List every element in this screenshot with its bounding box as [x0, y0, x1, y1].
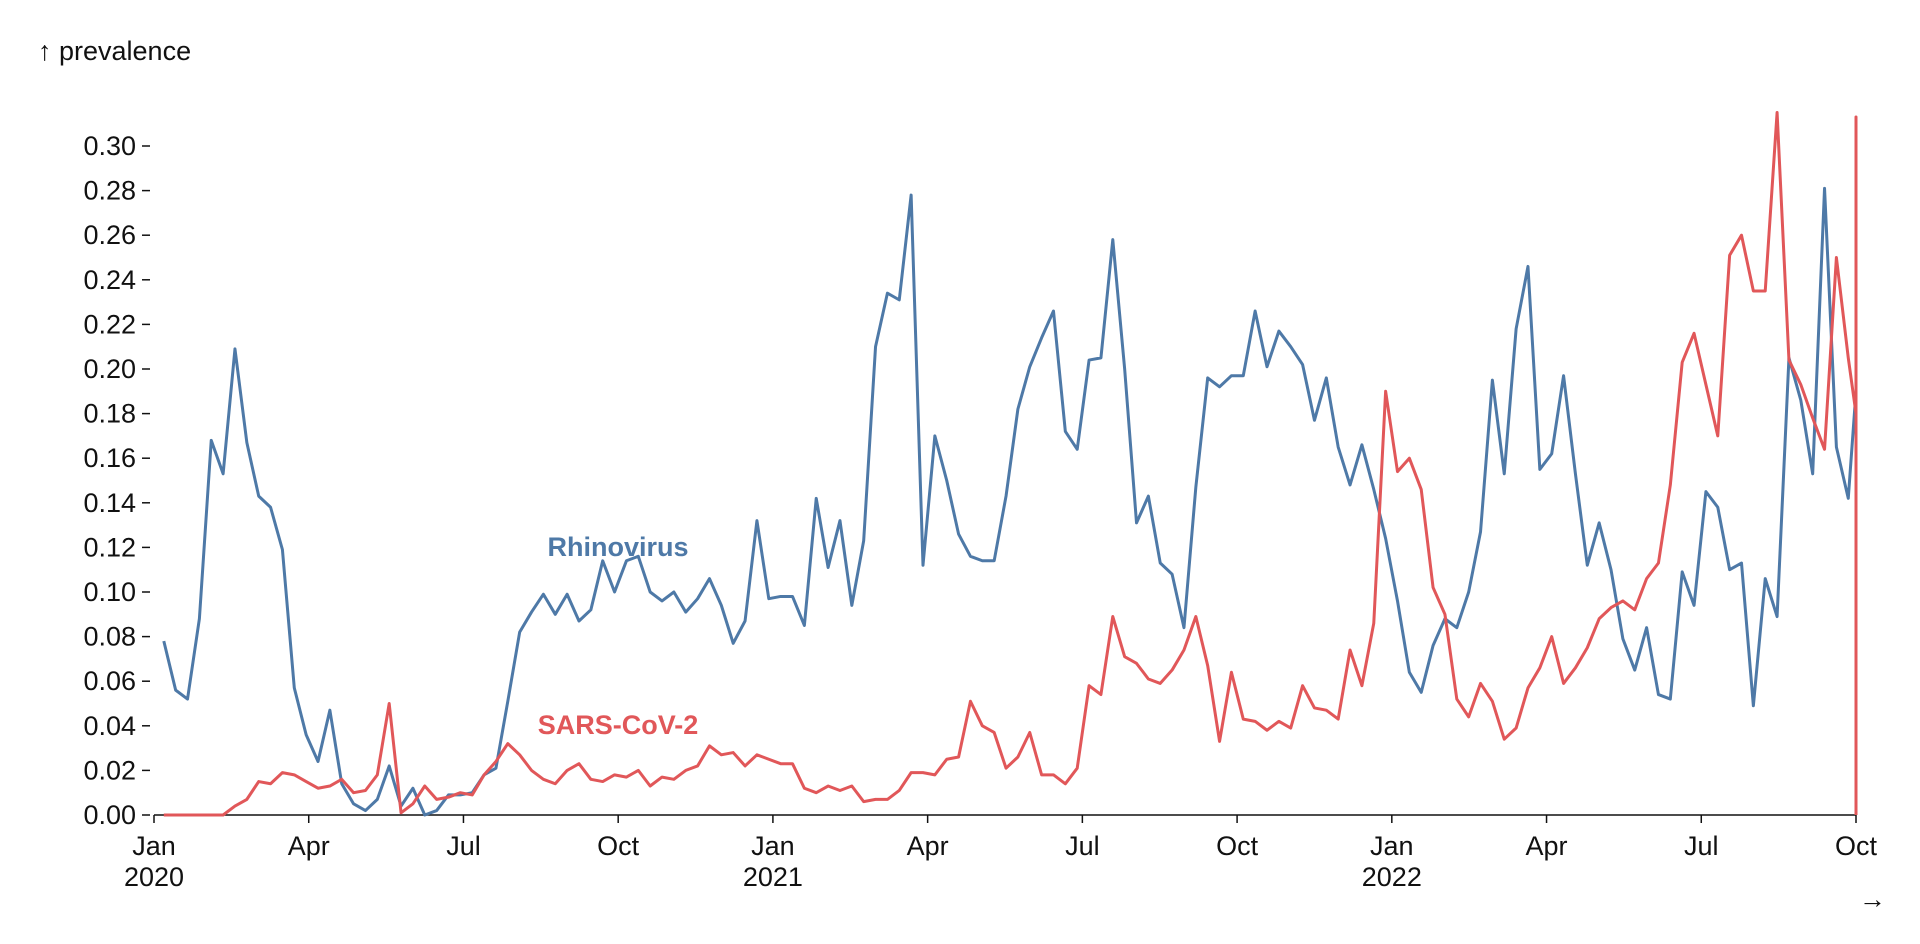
series-line — [163, 111, 1858, 817]
x-tick-label-line: 2021 — [743, 862, 803, 892]
series-label: Rhinovirus — [547, 532, 688, 562]
y-tick-label: 0.04 — [83, 711, 136, 741]
y-tick-label: 0.28 — [83, 176, 136, 206]
x-tick-label-line: Oct — [597, 831, 640, 861]
y-tick-label: 0.22 — [83, 309, 136, 339]
y-tick-label: 0.20 — [83, 354, 136, 384]
y-tick-label: 0.26 — [83, 220, 136, 250]
x-tick-label-line: Apr — [1526, 831, 1568, 861]
series-line — [162, 186, 1858, 817]
x-tick-label-line: Jan — [1370, 831, 1414, 861]
x-tick-label-line: 2022 — [1362, 862, 1422, 892]
x-tick-label: Jul — [1684, 831, 1719, 861]
y-axis-label: ↑ prevalence — [38, 36, 191, 66]
y-tick-label: 0.12 — [83, 532, 136, 562]
x-tick-label-line: Apr — [288, 831, 330, 861]
y-tick-label: 0.00 — [83, 800, 136, 830]
y-tick-label: 0.24 — [83, 265, 136, 295]
x-tick-label-line: Apr — [907, 831, 949, 861]
x-tick-label-line: 2020 — [124, 862, 184, 892]
x-tick-label: Jan 2022 — [1362, 831, 1422, 892]
x-tick-label-line: Jul — [446, 831, 481, 861]
series-label: SARS-CoV-2 — [538, 710, 699, 740]
x-tick-label: Apr — [907, 831, 949, 861]
x-tick-label-line: Oct — [1216, 831, 1259, 861]
x-tick-label: Apr — [288, 831, 330, 861]
y-tick-label: 0.18 — [83, 399, 136, 429]
x-tick-label-line: Jul — [1684, 831, 1719, 861]
x-tick-label: Oct — [1216, 831, 1259, 861]
x-tick-label-line: Oct — [1835, 831, 1878, 861]
x-tick-label: Jan 2021 — [743, 831, 803, 892]
y-tick-label: 0.06 — [83, 666, 136, 696]
y-tick-label: 0.02 — [83, 755, 136, 785]
x-tick-label-line: Jul — [1065, 831, 1100, 861]
x-tick-label: Apr — [1526, 831, 1568, 861]
x-tick-label: Jul — [1065, 831, 1100, 861]
x-tick-label: Jan 2020 — [124, 831, 184, 892]
x-tick-label: Oct — [1835, 831, 1878, 861]
x-tick-label-line: Jan — [132, 831, 176, 861]
y-tick-label: 0.30 — [83, 131, 136, 161]
x-axis-label: → — [1859, 884, 1886, 914]
y-tick-label: 0.16 — [83, 443, 136, 473]
x-tick-label-line: Jan — [751, 831, 795, 861]
x-tick-label: Jul — [446, 831, 481, 861]
y-tick-label: 0.10 — [83, 577, 136, 607]
y-tick-label: 0.08 — [83, 622, 136, 652]
y-tick-label: 0.14 — [83, 488, 136, 518]
x-tick-label: Oct — [597, 831, 640, 861]
